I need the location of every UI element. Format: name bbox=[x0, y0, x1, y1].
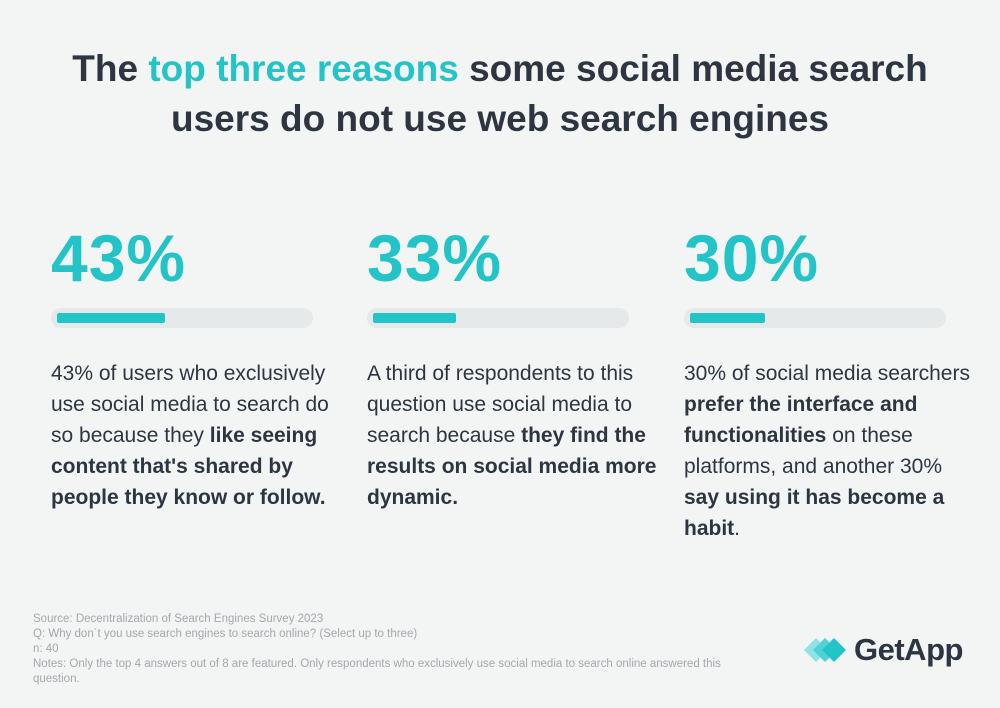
bar-fill bbox=[373, 313, 456, 323]
logo-text: GetApp bbox=[854, 632, 963, 667]
stat-value: 43% bbox=[51, 221, 187, 295]
title-part: top three reasons bbox=[148, 48, 459, 89]
title-part: some social media search users do not us… bbox=[171, 48, 928, 139]
description-part: prefer the interface and functionalities bbox=[684, 393, 918, 447]
description-part: on these platforms, and another 30% bbox=[684, 424, 942, 478]
bar-fill bbox=[690, 313, 765, 323]
stat-column: 43% 43% of users who exclusively use soci… bbox=[51, 222, 341, 513]
stat-column: 30% 30% of social media searchers prefer … bbox=[684, 222, 974, 544]
description-part: they find the results on social media mo… bbox=[367, 424, 657, 509]
notes: Source: Decentralization of Search Engin… bbox=[33, 612, 733, 687]
bar-track bbox=[51, 308, 313, 328]
logo-icon bbox=[804, 638, 846, 662]
note-line: n: 40 bbox=[33, 643, 59, 655]
title: The top three reasons some social media … bbox=[40, 44, 960, 144]
description-part: say using it has become a habit bbox=[684, 486, 945, 540]
stat-description: A third of respondents to this question … bbox=[367, 358, 657, 513]
title-part: The bbox=[72, 48, 149, 89]
note-line: Q: Why don´t you use search engines to s… bbox=[33, 628, 418, 640]
bar-track bbox=[684, 308, 946, 328]
description-part: 30% of social media searchers bbox=[684, 362, 970, 385]
stat-value: 30% bbox=[684, 221, 820, 295]
description-part: like seeing content that's shared by peo… bbox=[51, 424, 326, 509]
description-part: 43% of users who exclusively use social … bbox=[51, 362, 329, 447]
stat-value: 33% bbox=[367, 221, 503, 295]
stat-description: 30% of social media searchers prefer the… bbox=[684, 358, 974, 544]
description-part: A third of respondents to this question … bbox=[367, 362, 634, 447]
bar-track bbox=[367, 308, 629, 328]
stat-description: 43% of users who exclusively use social … bbox=[51, 358, 341, 513]
stat-column: 33% A third of respondents to this questi… bbox=[367, 222, 657, 513]
logo: GetApp bbox=[804, 632, 963, 668]
bar-fill bbox=[57, 313, 165, 323]
description-part: . bbox=[734, 517, 741, 540]
note-line: Notes: Only the top 4 answers out of 8 a… bbox=[33, 658, 721, 685]
note-line: Source: Decentralization of Search Engin… bbox=[33, 613, 324, 625]
